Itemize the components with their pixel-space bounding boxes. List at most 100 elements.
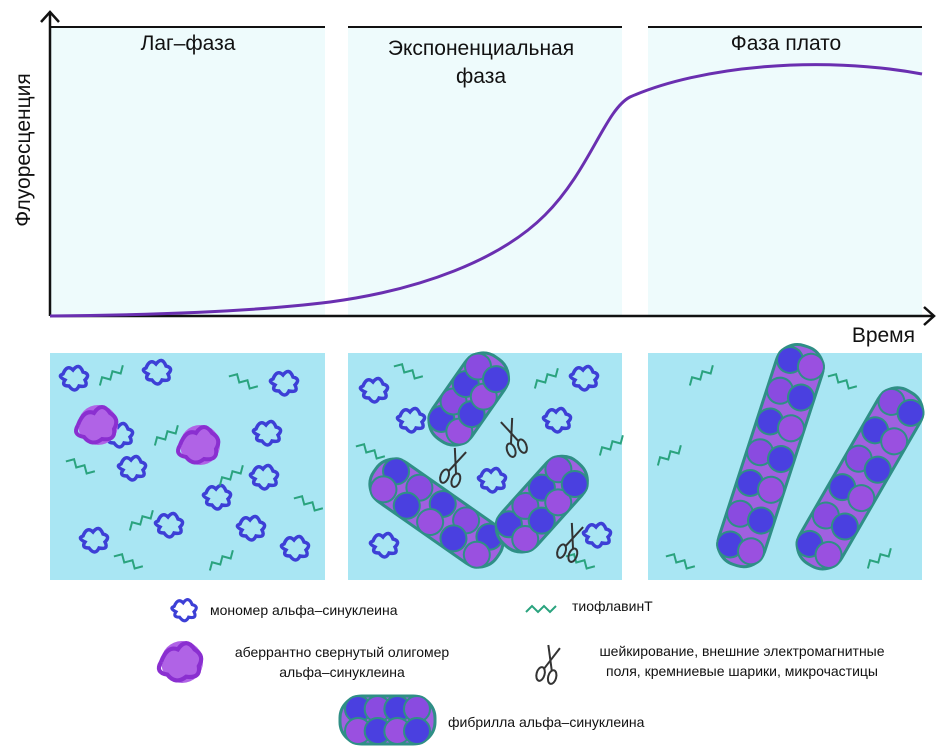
fibril-unit (786, 383, 815, 412)
monomer (58, 364, 90, 392)
monomer (248, 463, 280, 491)
monomer (116, 454, 148, 482)
thioflavin (355, 443, 386, 460)
monomer (153, 511, 185, 539)
legend-label: фибрилла альфа–синуклеина (448, 714, 645, 730)
handle (535, 666, 546, 682)
oligomer-body (78, 405, 118, 445)
phase-title: фаза (456, 65, 506, 88)
fibril (716, 343, 825, 569)
fibril-unit (847, 484, 876, 513)
legend-label: шейкирование, внешние электромагнитные (599, 643, 884, 659)
fibril-unit (439, 524, 468, 553)
monomer (368, 531, 400, 559)
thioflavin (598, 435, 624, 456)
fibril-unit (757, 475, 786, 504)
monomer-coil (153, 511, 185, 539)
thioflavin (128, 510, 154, 531)
monomer (268, 369, 300, 397)
fibril-unit (796, 352, 825, 381)
thioflavin (393, 363, 424, 380)
oligomer (156, 641, 204, 683)
monomer-coil (116, 454, 148, 482)
thioflavin (293, 495, 324, 512)
axes (40, 10, 936, 326)
scissors (500, 417, 528, 458)
fibril-unit (737, 537, 766, 566)
fibril-unit (896, 398, 925, 427)
monomer (395, 406, 427, 434)
fibril-unit (814, 540, 843, 569)
fibril-unit (403, 717, 431, 745)
monomer (235, 514, 267, 542)
monomer (358, 376, 390, 404)
thioflavin (525, 604, 557, 614)
monomer-coil (248, 463, 280, 491)
monomer-coil (268, 369, 300, 397)
oligomer (176, 425, 221, 465)
thioflavin (656, 445, 682, 466)
monomer-coil (58, 364, 90, 392)
exp-panel (348, 27, 622, 316)
monomer-coil (568, 364, 600, 392)
sigmoid-curve (49, 63, 923, 318)
thioflavin (218, 465, 244, 486)
oligomer-coil (74, 405, 119, 445)
fibril-unit (776, 414, 805, 443)
fibril-unit (560, 469, 589, 498)
fibril-unit (766, 445, 795, 474)
fibril (368, 457, 505, 569)
handle (567, 547, 579, 563)
fibril-unit (747, 506, 776, 535)
thioflavin (98, 365, 124, 386)
fibril (494, 454, 589, 554)
monomer (78, 526, 110, 554)
oligomer-body (180, 425, 220, 465)
fibril-unit (392, 491, 421, 520)
monomer-coil (251, 419, 283, 447)
thioflavin (153, 425, 179, 446)
scissors (556, 522, 584, 563)
x-axis-label: Время (852, 324, 915, 347)
monomer (279, 534, 311, 562)
oligomer-coil (176, 425, 221, 465)
fibril-unit (462, 540, 491, 569)
legend-label: альфа–синуклеина (279, 664, 405, 680)
thioflavin (65, 458, 96, 475)
monomer (541, 406, 573, 434)
monomer (476, 466, 508, 494)
handle (546, 669, 558, 685)
monomer-coil (279, 534, 311, 562)
monomer (141, 358, 173, 386)
monomer-coil (358, 376, 390, 404)
blade (453, 447, 458, 474)
thioflavin (827, 373, 858, 390)
fibril (338, 694, 437, 746)
fibril-unit (863, 455, 892, 484)
lag-panel (50, 27, 325, 316)
phase-title: Лаг–фаза (141, 32, 236, 55)
handle (450, 472, 462, 488)
thioflavin (533, 368, 559, 389)
fibril-unit (830, 512, 859, 541)
monomer-coil (368, 531, 400, 559)
blade (570, 522, 575, 549)
legend-label: мономер альфа–синуклеина (210, 602, 398, 618)
thioflavin (228, 373, 259, 390)
handle (556, 543, 568, 559)
thioflavin (665, 553, 696, 570)
thioflavin (866, 548, 892, 569)
phase-title: Экспоненциальная (388, 37, 574, 60)
fibril-unit (416, 508, 445, 537)
illustrations (58, 343, 925, 746)
handle (516, 438, 528, 454)
monomer (581, 521, 613, 549)
fibril-unit (482, 365, 511, 394)
oligomer-body (161, 641, 203, 683)
monomer-coil (541, 406, 573, 434)
fibril-unit (369, 475, 398, 504)
monomer (201, 483, 233, 511)
handle (439, 468, 451, 484)
blade (547, 644, 553, 671)
